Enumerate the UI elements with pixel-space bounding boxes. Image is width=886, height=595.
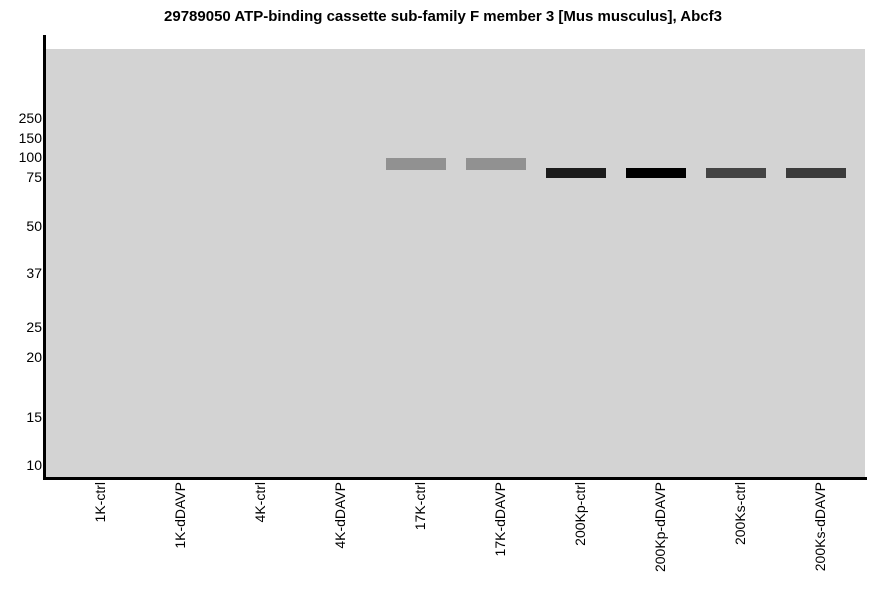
blot-band-200Ks-ctrl (706, 168, 766, 179)
blot-band-200Kp-ctrl (546, 168, 606, 179)
y-tick-label-37: 37 (26, 265, 42, 281)
lane-label-4K-dDAVP: 4K-dDAVP (332, 482, 348, 549)
x-axis-line (43, 477, 867, 480)
y-tick-label-20: 20 (26, 349, 42, 365)
lane-label-200Kp-ctrl: 200Kp-ctrl (572, 482, 588, 546)
y-axis-line (43, 35, 46, 480)
y-tick-label-10: 10 (26, 457, 42, 473)
lane-label-200Kp-dDAVP: 200Kp-dDAVP (652, 482, 668, 573)
y-tick-label-15: 15 (26, 409, 42, 425)
blot-band-200Kp-dDAVP (626, 168, 686, 179)
plot-area (46, 49, 865, 477)
lane-label-1K-dDAVP: 1K-dDAVP (172, 482, 188, 549)
lane-label-1K-ctrl: 1K-ctrl (92, 482, 108, 523)
blot-band-17K-dDAVP (466, 158, 526, 171)
lane-label-200Ks-ctrl: 200Ks-ctrl (732, 482, 748, 546)
lane-label-4K-ctrl: 4K-ctrl (252, 482, 268, 523)
y-tick-label-150: 150 (18, 130, 42, 146)
y-tick-label-250: 250 (18, 110, 42, 126)
y-tick-label-100: 100 (18, 149, 42, 165)
lane-label-17K-dDAVP: 17K-dDAVP (492, 482, 508, 557)
y-tick-label-25: 25 (26, 319, 42, 335)
y-tick-label-75: 75 (26, 169, 42, 185)
figure-title: 29789050 ATP-binding cassette sub-family… (164, 8, 722, 25)
y-tick-label-50: 50 (26, 218, 42, 234)
blot-band-17K-ctrl (386, 158, 446, 171)
blot-band-200Ks-dDAVP (786, 168, 846, 179)
lane-label-200Ks-dDAVP: 200Ks-dDAVP (812, 482, 828, 572)
lane-label-17K-ctrl: 17K-ctrl (412, 482, 428, 531)
